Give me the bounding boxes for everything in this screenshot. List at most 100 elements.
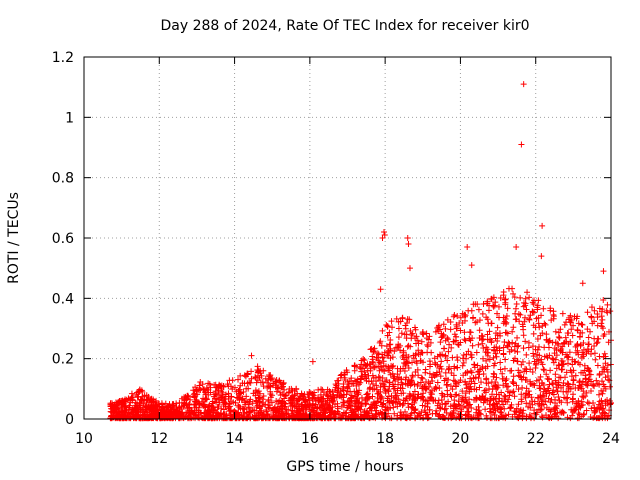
data-point	[414, 337, 421, 344]
data-point	[379, 374, 386, 381]
data-point	[450, 407, 457, 414]
data-point	[422, 386, 429, 393]
data-point	[266, 383, 273, 390]
data-point	[400, 397, 407, 404]
data-point	[505, 388, 512, 395]
data-point	[375, 398, 382, 405]
data-point	[464, 403, 471, 410]
data-point	[432, 328, 439, 335]
data-point-outlier	[404, 235, 411, 241]
data-point	[138, 406, 145, 413]
data-point	[500, 292, 507, 299]
data-point	[277, 389, 284, 396]
data-point	[453, 414, 460, 421]
data-point	[510, 373, 517, 380]
data-point	[583, 389, 590, 396]
data-point	[601, 412, 608, 419]
data-point	[366, 386, 373, 393]
data-point	[220, 401, 227, 408]
data-point	[435, 323, 442, 330]
data-point	[345, 402, 352, 409]
data-point	[496, 395, 503, 402]
data-point	[170, 411, 177, 418]
data-point	[476, 327, 483, 334]
data-point	[497, 295, 504, 302]
data-point	[277, 392, 284, 399]
data-point	[536, 324, 543, 331]
data-point	[475, 375, 482, 382]
data-point	[289, 401, 296, 408]
data-point	[491, 411, 498, 418]
data-point	[185, 409, 192, 416]
data-point	[213, 410, 220, 417]
data-point	[195, 407, 202, 414]
data-point	[399, 354, 406, 361]
data-point	[500, 314, 507, 321]
data-point	[501, 365, 508, 372]
data-point	[483, 314, 490, 321]
data-point	[326, 402, 333, 409]
data-point	[241, 399, 248, 406]
data-point	[229, 386, 236, 393]
data-point	[504, 305, 511, 312]
data-point	[575, 397, 582, 404]
data-point	[264, 411, 271, 418]
data-point	[436, 384, 443, 391]
data-point	[485, 380, 492, 387]
data-point	[600, 296, 607, 303]
data-point	[397, 365, 404, 372]
data-point	[467, 337, 474, 344]
data-point	[479, 340, 486, 347]
data-point	[434, 379, 441, 386]
data-point	[384, 348, 391, 355]
data-point	[502, 377, 509, 384]
data-point	[263, 408, 270, 415]
data-point	[211, 382, 218, 389]
data-point	[478, 332, 485, 339]
data-point	[568, 373, 575, 380]
data-point	[375, 363, 382, 370]
data-point	[126, 402, 133, 409]
data-point	[452, 391, 459, 398]
data-point-outlier	[518, 141, 525, 148]
data-point	[522, 338, 529, 345]
data-point	[353, 397, 360, 404]
data-point	[573, 349, 580, 356]
data-point	[399, 385, 406, 392]
data-point	[348, 392, 355, 399]
data-point	[268, 399, 275, 406]
data-point	[353, 378, 360, 385]
data-point	[585, 334, 592, 341]
data-point	[368, 377, 375, 384]
data-point	[486, 356, 493, 363]
data-point	[420, 414, 427, 421]
data-point	[470, 375, 477, 382]
data-point	[447, 403, 454, 410]
data-point	[397, 409, 404, 416]
data-point	[413, 358, 420, 365]
data-point-outlier	[406, 265, 413, 272]
data-point	[202, 389, 209, 396]
data-point	[475, 341, 482, 348]
data-point	[491, 401, 498, 408]
data-point	[394, 371, 401, 378]
data-point	[390, 362, 397, 369]
data-point	[295, 397, 302, 404]
data-point	[513, 382, 520, 389]
data-point	[566, 349, 573, 356]
data-point	[318, 398, 325, 405]
data-point	[485, 307, 492, 314]
data-point	[128, 394, 135, 401]
data-point	[161, 407, 168, 414]
data-point	[341, 369, 348, 376]
data-point	[413, 350, 420, 357]
data-point	[456, 392, 463, 399]
data-point	[358, 357, 365, 364]
data-point	[538, 406, 545, 413]
data-point	[403, 335, 410, 342]
data-point	[288, 385, 295, 392]
data-point	[276, 406, 283, 413]
data-point	[237, 390, 244, 397]
data-point	[503, 312, 510, 319]
data-point	[530, 330, 537, 337]
